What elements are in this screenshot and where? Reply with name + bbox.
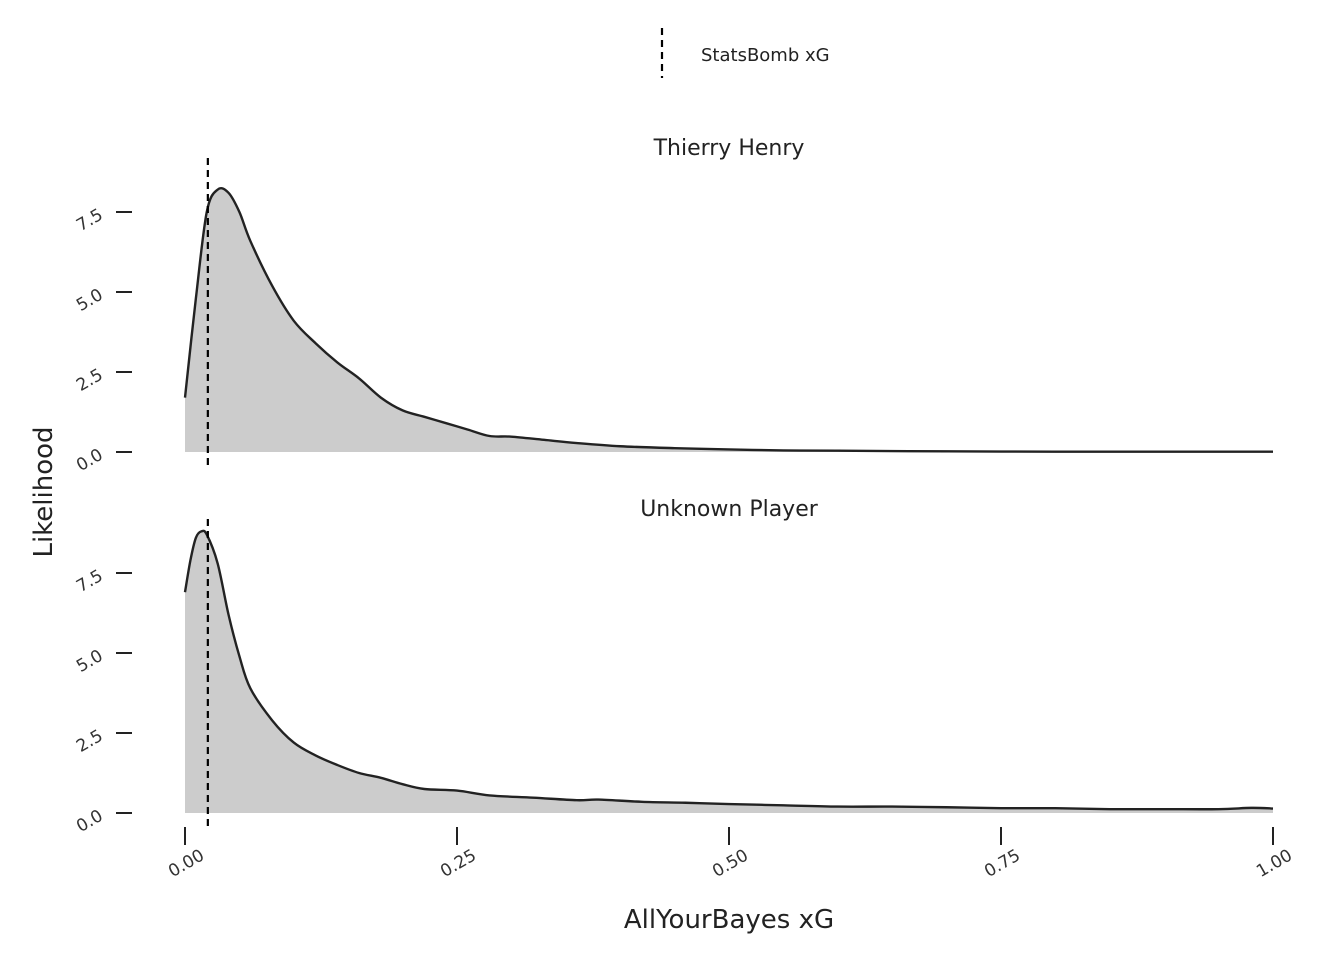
y-axis-panel-1: 0.0 2.5 5.0 7.5 — [73, 205, 132, 476]
x-tick-label: 0.00 — [165, 846, 208, 882]
y-tick-label: 0.0 — [73, 445, 106, 476]
x-axis-title: AllYourBayes xG — [624, 905, 834, 935]
y-tick-label: 0.0 — [73, 806, 106, 837]
facet-title-2: Unknown Player — [640, 497, 819, 522]
x-tick-label: 0.25 — [437, 846, 480, 882]
density-line-2 — [183, 529, 1274, 811]
x-axis: 0.00 0.25 0.50 0.75 1.00 — [165, 827, 1296, 882]
panel-thierry-henry — [183, 158, 1273, 466]
x-tick-label: 0.50 — [709, 846, 752, 882]
panel-unknown-player — [183, 519, 1274, 827]
legend-label-statsbomb-xg: StatsBomb xG — [701, 45, 830, 66]
x-tick-label: 0.75 — [981, 846, 1024, 882]
y-tick-label: 2.5 — [73, 365, 106, 396]
legend: StatsBomb xG — [660, 28, 830, 78]
density-area-1 — [185, 188, 1273, 452]
y-tick-label: 5.0 — [73, 646, 106, 677]
facet-title-1: Thierry Henry — [653, 136, 805, 161]
y-tick-label: 7.5 — [73, 566, 106, 597]
y-tick-label: 7.5 — [73, 205, 106, 236]
y-axis-panel-2: 0.0 2.5 5.0 7.5 — [73, 566, 132, 837]
y-tick-label: 5.0 — [73, 285, 106, 316]
y-tick-label: 2.5 — [73, 726, 106, 757]
density-line-1 — [183, 187, 1273, 453]
x-tick-label: 1.00 — [1253, 846, 1296, 882]
density-area-2 — [185, 530, 1273, 813]
y-axis-title: Likelihood — [29, 426, 59, 557]
